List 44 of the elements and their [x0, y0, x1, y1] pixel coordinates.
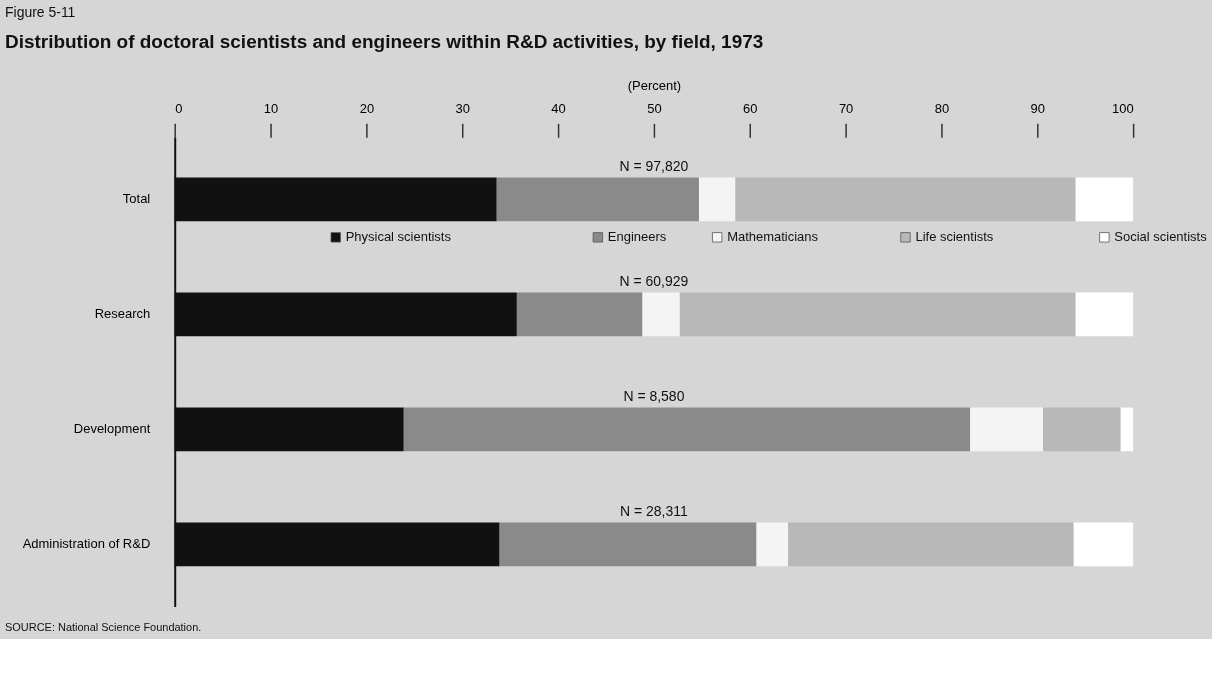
y-tick-label: Research	[94, 306, 151, 322]
legend-label: Social scientists	[1114, 229, 1208, 245]
x-tick-label: 70	[838, 100, 854, 116]
annotation: N = 97,820	[619, 158, 689, 175]
bar	[788, 522, 1074, 567]
y-tick-label: Administration of R&D	[22, 536, 151, 552]
x-tick-label: 0	[175, 100, 183, 116]
bar	[1075, 292, 1134, 337]
x-axis-title: (Percent)	[627, 77, 682, 93]
bar	[516, 292, 643, 337]
x-tick-label: 90	[1030, 100, 1046, 116]
y-tick-label: Development	[73, 421, 151, 437]
source-note: SOURCE: National Science Foundation.	[4, 621, 202, 634]
bar	[1073, 522, 1134, 567]
bar	[1075, 177, 1134, 222]
x-tick-label: 60	[743, 100, 758, 116]
annotation: N = 8,580	[623, 388, 685, 405]
chart-title: Distribution of doctoral scientists and engineers within R&D activities, by field, 1973	[4, 31, 764, 53]
bar	[496, 177, 699, 222]
x-tick-label: 100	[1111, 100, 1134, 116]
bar	[679, 292, 1076, 337]
caption: Figure 5-11	[4, 3, 76, 20]
bar	[499, 522, 757, 567]
bar	[735, 177, 1076, 222]
bar	[698, 177, 736, 222]
bar	[970, 407, 1044, 452]
x-tick-label: 20	[359, 100, 375, 116]
legend-label: Mathematicians	[727, 229, 819, 245]
x-tick-label: 50	[647, 100, 662, 116]
y-tick-label: Total	[122, 191, 151, 207]
annotation: N = 28,311	[620, 503, 688, 520]
legend-label: Physical scientists	[345, 229, 452, 245]
bar	[1043, 407, 1121, 452]
x-tick-label: 10	[263, 100, 279, 116]
legend-label: Life scientists	[915, 229, 994, 245]
x-tick-label: 40	[551, 100, 566, 116]
bar	[756, 522, 789, 567]
x-tick-label: 30	[455, 100, 470, 116]
bar	[403, 407, 971, 452]
bar	[642, 292, 680, 337]
legend-label: Engineers	[607, 229, 667, 245]
annotation: N = 60,929	[619, 273, 689, 290]
x-tick-label: 80	[934, 100, 950, 116]
bar	[1120, 407, 1134, 452]
